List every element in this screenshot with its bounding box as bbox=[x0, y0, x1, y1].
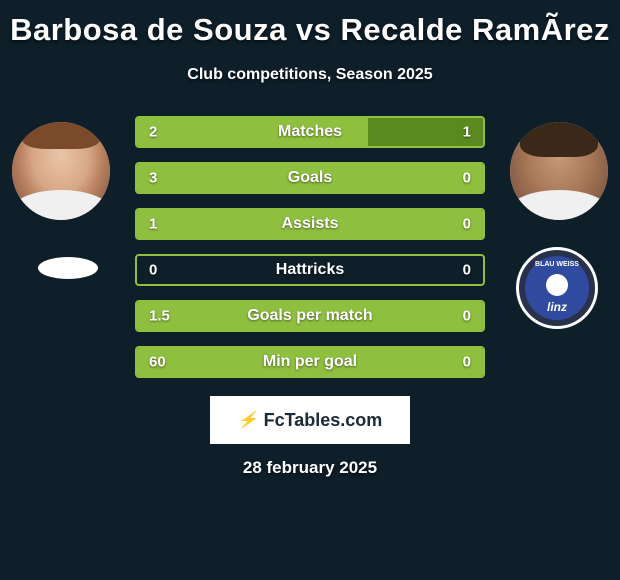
stat-row: 0 Hattricks 0 bbox=[135, 254, 485, 286]
stat-value-right: 0 bbox=[463, 170, 471, 187]
stat-value-right: 0 bbox=[463, 354, 471, 371]
player2-avatar bbox=[510, 122, 608, 220]
player2-club-logo: BLAU WEISS linz bbox=[516, 247, 598, 329]
club-logo-top-text: BLAU WEISS bbox=[525, 261, 589, 268]
footer-badge: ⚡ FcTables.com bbox=[210, 396, 410, 444]
stat-row: 3 Goals 0 bbox=[135, 162, 485, 194]
stat-value-left: 2 bbox=[149, 124, 157, 141]
player2-face bbox=[510, 122, 608, 220]
stat-value-left: 1 bbox=[149, 216, 157, 233]
stat-label: Goals per match bbox=[247, 307, 372, 325]
player1-face bbox=[12, 122, 110, 220]
club-logo-inner: BLAU WEISS linz bbox=[525, 256, 589, 320]
comparison-content: BLAU WEISS linz 2 Matches 1 3 Goals 0 1 Assists… bbox=[0, 116, 620, 478]
stat-value-right: 0 bbox=[463, 262, 471, 279]
stat-value-left: 60 bbox=[149, 354, 166, 371]
stat-row: 1.5 Goals per match 0 bbox=[135, 300, 485, 332]
stat-value-left: 0 bbox=[149, 262, 157, 279]
club-logo-ball bbox=[546, 274, 568, 296]
footer-badge-icon: ⚡ bbox=[238, 410, 258, 430]
stat-value-left: 1.5 bbox=[149, 308, 170, 325]
club-logo-bottom-text: linz bbox=[525, 300, 589, 314]
date-text: 28 february 2025 bbox=[0, 458, 620, 478]
stat-value-right: 1 bbox=[463, 124, 471, 141]
player1-avatar bbox=[12, 122, 110, 220]
stat-rows: 2 Matches 1 3 Goals 0 1 Assists 0 0 Hattricks 0 1.5 G… bbox=[135, 116, 485, 378]
stat-value-right: 0 bbox=[463, 216, 471, 233]
stat-row: 1 Assists 0 bbox=[135, 208, 485, 240]
stat-label: Matches bbox=[278, 123, 342, 141]
stat-row: 60 Min per goal 0 bbox=[135, 346, 485, 378]
player1-club-logo bbox=[38, 257, 98, 279]
stat-label: Assists bbox=[282, 215, 339, 233]
footer-badge-text: FcTables.com bbox=[264, 410, 383, 431]
subtitle: Club competitions, Season 2025 bbox=[0, 66, 620, 84]
stat-value-right: 0 bbox=[463, 308, 471, 325]
stat-label: Goals bbox=[288, 169, 332, 187]
stat-row: 2 Matches 1 bbox=[135, 116, 485, 148]
page-title: Barbosa de Souza vs Recalde RamÃ­rez bbox=[0, 0, 620, 48]
stat-label: Min per goal bbox=[263, 353, 357, 371]
stat-value-left: 3 bbox=[149, 170, 157, 187]
stat-label: Hattricks bbox=[276, 261, 344, 279]
